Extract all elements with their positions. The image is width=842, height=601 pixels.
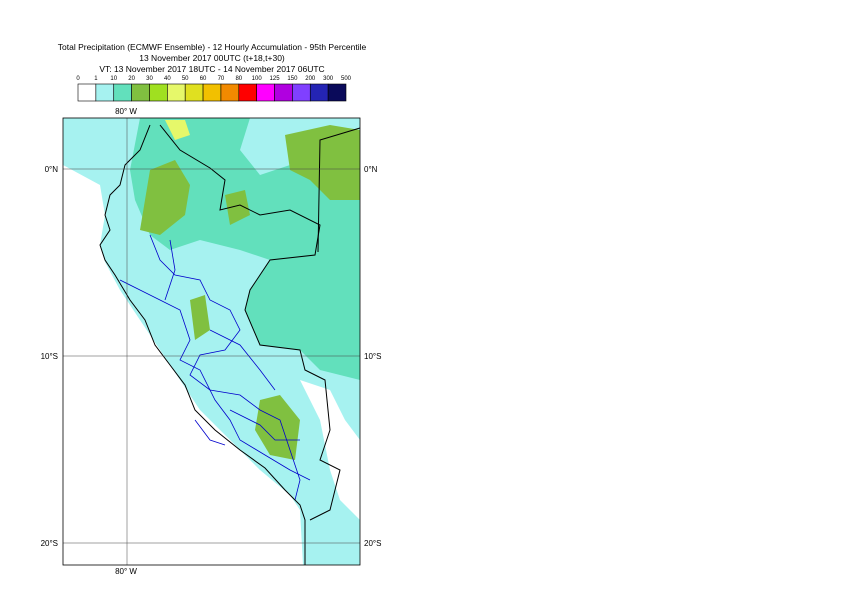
dry-area xyxy=(63,380,360,565)
colorbar-box xyxy=(77,83,97,102)
lat-label: 0°N xyxy=(45,165,59,174)
colorbar: 0 1 10 20 30 40 50 60 70 80 100 125 150 200 300 500 xyxy=(76,76,352,102)
lon-label: 80° W xyxy=(115,107,137,116)
precip-area xyxy=(165,120,190,140)
colorbar-box xyxy=(184,83,204,102)
colorbar-box xyxy=(202,83,222,102)
map: 80° W 80° W 0°N 10°S 20°S 0°N 10°S 20°S xyxy=(41,107,382,576)
colorbar-box xyxy=(113,83,132,102)
admin-borders xyxy=(119,234,311,501)
colorbar-label: 70 xyxy=(218,76,225,82)
colorbar-label: 80 xyxy=(235,76,242,82)
colorbar-label: 100 xyxy=(252,76,263,82)
colorbar-label: 50 xyxy=(182,76,189,82)
colorbar-box xyxy=(238,83,257,102)
colorbar-label: 500 xyxy=(341,76,352,82)
colorbar-box xyxy=(309,83,329,102)
colorbar-box xyxy=(149,83,168,102)
colorbar-label: 40 xyxy=(164,76,171,82)
lat-label: 0°N xyxy=(364,165,378,174)
coast-and-borders xyxy=(99,124,361,565)
colorbar-label: 125 xyxy=(270,76,281,82)
colorbar-box xyxy=(292,83,311,102)
lon-label: 80° W xyxy=(115,567,137,576)
map-frame xyxy=(62,117,361,566)
colorbar-label: 1 xyxy=(94,76,98,82)
colorbar-box xyxy=(131,83,150,102)
colorbar-label: 20 xyxy=(128,76,135,82)
colorbar-box xyxy=(167,83,186,102)
lat-label: 10°S xyxy=(41,352,58,361)
base-time: 13 November 2017 00UTC (t+18,t+30) xyxy=(139,53,285,63)
lat-label: 20°S xyxy=(41,539,58,548)
lat-label: 10°S xyxy=(364,352,381,361)
lat-label: 20°S xyxy=(364,539,381,548)
colorbar-box xyxy=(256,83,275,102)
colorbar-label: 60 xyxy=(200,76,207,82)
colorbar-label: 10 xyxy=(110,76,117,82)
colorbar-label: 0 xyxy=(76,76,80,82)
colorbar-label: 200 xyxy=(305,76,316,82)
colorbar-box xyxy=(274,83,293,102)
valid-time: VT: 13 November 2017 18UTC - 14 November… xyxy=(99,64,324,74)
ocean xyxy=(63,165,303,565)
colorbar-box xyxy=(220,83,240,102)
colorbar-label: 30 xyxy=(146,76,153,82)
colorbar-label: 300 xyxy=(323,76,334,82)
colorbar-label: 150 xyxy=(287,76,298,82)
precip-area xyxy=(140,125,360,460)
title: Total Precipitation (ECMWF Ensemble) - 1… xyxy=(58,42,367,52)
colorbar-box xyxy=(95,83,115,102)
colorbar-box xyxy=(327,83,347,102)
graticule xyxy=(63,118,360,565)
